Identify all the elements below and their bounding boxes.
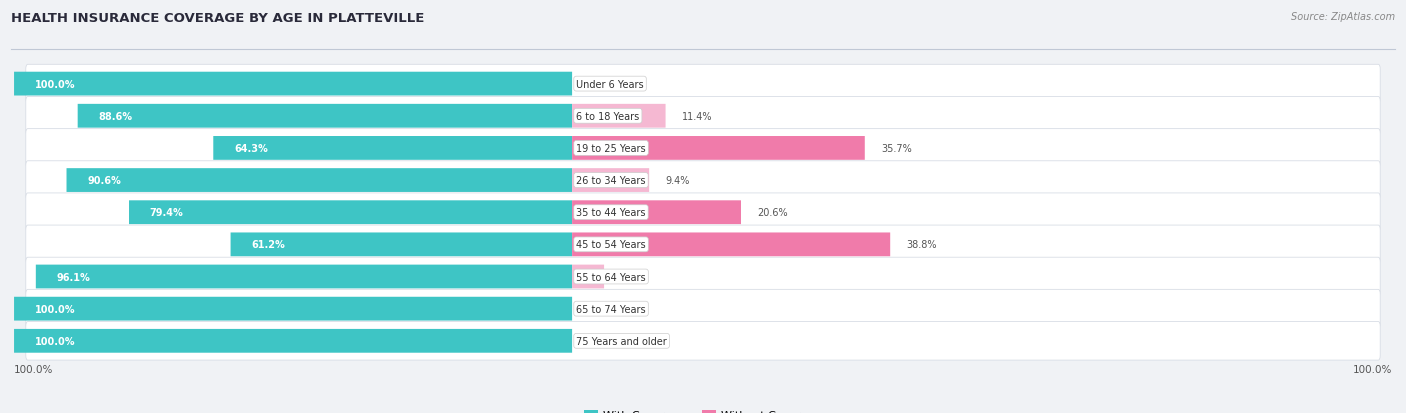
FancyBboxPatch shape [572,137,865,160]
Text: 20.6%: 20.6% [758,208,789,218]
Text: 11.4%: 11.4% [682,112,713,121]
FancyBboxPatch shape [25,193,1381,232]
Text: 0.0%: 0.0% [620,79,645,89]
FancyBboxPatch shape [231,233,572,256]
Text: 9.4%: 9.4% [665,176,690,185]
FancyBboxPatch shape [25,65,1381,104]
Text: 6 to 18 Years: 6 to 18 Years [576,112,640,121]
FancyBboxPatch shape [25,258,1381,296]
FancyBboxPatch shape [25,290,1381,328]
Text: 35 to 44 Years: 35 to 44 Years [576,208,645,218]
Text: 45 to 54 Years: 45 to 54 Years [576,240,645,250]
FancyBboxPatch shape [14,297,572,321]
FancyBboxPatch shape [25,129,1381,168]
Text: 100.0%: 100.0% [35,304,76,314]
FancyBboxPatch shape [572,265,605,289]
FancyBboxPatch shape [572,104,665,128]
Text: 35.7%: 35.7% [882,144,912,154]
FancyBboxPatch shape [572,201,741,225]
Text: 38.8%: 38.8% [907,240,938,250]
FancyBboxPatch shape [129,201,572,225]
Text: 64.3%: 64.3% [233,144,267,154]
Text: Under 6 Years: Under 6 Years [576,79,644,89]
FancyBboxPatch shape [14,73,572,96]
Text: HEALTH INSURANCE COVERAGE BY AGE IN PLATTEVILLE: HEALTH INSURANCE COVERAGE BY AGE IN PLAT… [11,12,425,25]
FancyBboxPatch shape [25,161,1381,200]
Text: 96.1%: 96.1% [56,272,90,282]
Text: 88.6%: 88.6% [98,112,132,121]
Text: 100.0%: 100.0% [35,336,76,346]
Legend: With Coverage, Without Coverage: With Coverage, Without Coverage [579,406,827,413]
Text: Source: ZipAtlas.com: Source: ZipAtlas.com [1291,12,1395,22]
FancyBboxPatch shape [25,225,1381,264]
FancyBboxPatch shape [77,104,572,128]
Text: 19 to 25 Years: 19 to 25 Years [576,144,645,154]
FancyBboxPatch shape [66,169,572,192]
Text: 65 to 74 Years: 65 to 74 Years [576,304,645,314]
FancyBboxPatch shape [14,329,572,353]
FancyBboxPatch shape [25,97,1381,136]
Text: 0.0%: 0.0% [620,336,645,346]
Text: 0.0%: 0.0% [620,304,645,314]
Text: 79.4%: 79.4% [149,208,183,218]
Text: 100.0%: 100.0% [35,79,76,89]
Text: 61.2%: 61.2% [252,240,285,250]
FancyBboxPatch shape [572,169,650,192]
Text: 100.0%: 100.0% [14,364,53,374]
FancyBboxPatch shape [25,322,1381,360]
Text: 3.9%: 3.9% [620,272,645,282]
Text: 100.0%: 100.0% [1353,364,1392,374]
Text: 26 to 34 Years: 26 to 34 Years [576,176,645,185]
Text: 55 to 64 Years: 55 to 64 Years [576,272,645,282]
FancyBboxPatch shape [572,233,890,256]
Text: 75 Years and older: 75 Years and older [576,336,666,346]
FancyBboxPatch shape [35,265,572,289]
FancyBboxPatch shape [214,137,572,160]
Text: 90.6%: 90.6% [87,176,121,185]
